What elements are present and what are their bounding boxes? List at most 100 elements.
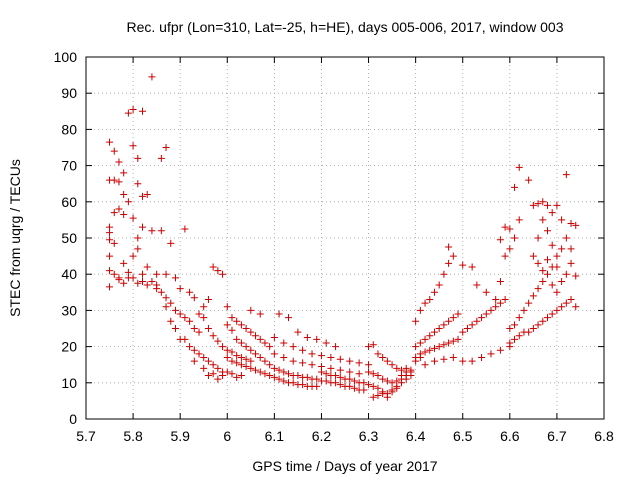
data-point (110, 209, 118, 217)
data-point (204, 357, 212, 365)
data-point (266, 372, 274, 380)
data-point (506, 339, 514, 347)
data-point (369, 341, 377, 349)
data-point (393, 364, 401, 372)
data-point (440, 341, 448, 349)
data-point (350, 377, 358, 385)
x-tick-label: 6.2 (312, 428, 332, 444)
data-point (496, 346, 504, 354)
data-point (190, 294, 198, 302)
data-point (124, 198, 132, 206)
x-tick-label: 6.1 (265, 428, 285, 444)
data-point (416, 306, 424, 314)
data-point (402, 364, 410, 372)
data-point (129, 142, 137, 150)
data-point (242, 343, 250, 351)
data-point (247, 364, 255, 372)
data-point (567, 245, 575, 253)
data-point (388, 361, 396, 369)
data-point (511, 321, 519, 329)
data-point (346, 375, 354, 383)
data-point (190, 346, 198, 354)
data-point (482, 288, 490, 296)
data-point (421, 335, 429, 343)
data-point (534, 234, 542, 242)
data-point (558, 216, 566, 224)
data-point (110, 239, 118, 247)
data-point (567, 259, 575, 267)
data-point (440, 321, 448, 329)
data-point (369, 382, 377, 390)
x-axis-label: GPS time / Days of year 2017 (252, 458, 437, 474)
data-point (233, 317, 241, 325)
data-point (393, 377, 401, 385)
data-point (270, 350, 278, 358)
data-point (106, 283, 114, 291)
data-point (572, 272, 580, 280)
data-point (214, 267, 222, 275)
data-point (167, 299, 175, 307)
data-point (219, 270, 227, 278)
data-point (209, 263, 217, 271)
data-point (237, 353, 245, 361)
data-point (543, 227, 551, 235)
data-point (534, 200, 542, 208)
data-point (284, 314, 292, 322)
data-point (558, 277, 566, 285)
data-point (426, 332, 434, 340)
data-point (515, 332, 523, 340)
data-point (294, 372, 302, 380)
data-point (374, 391, 382, 399)
data-point (214, 375, 222, 383)
data-point (548, 281, 556, 289)
data-point (520, 306, 528, 314)
data-point (120, 259, 128, 267)
data-point (219, 372, 227, 380)
data-point (548, 241, 556, 249)
data-point (252, 332, 260, 340)
data-point (562, 270, 570, 278)
data-point (139, 277, 147, 285)
y-tick-label: 20 (61, 339, 77, 355)
data-point (360, 379, 368, 387)
data-point (478, 353, 486, 361)
grid-lines (86, 57, 604, 419)
data-point (548, 209, 556, 217)
data-point (407, 366, 415, 374)
data-point (181, 314, 189, 322)
data-point (129, 252, 137, 260)
data-point (233, 373, 241, 381)
data-point (256, 310, 264, 318)
data-point (421, 361, 429, 369)
data-point (247, 357, 255, 365)
data-point (426, 296, 434, 304)
data-point (492, 303, 500, 311)
data-point (454, 310, 462, 318)
data-point (534, 285, 542, 293)
data-point (445, 243, 453, 251)
y-tick-label: 60 (61, 194, 77, 210)
x-tick-label: 5.7 (76, 428, 96, 444)
data-point (129, 214, 137, 222)
data-point (430, 344, 438, 352)
data-point (143, 191, 151, 199)
data-point (204, 372, 212, 380)
data-point (421, 299, 429, 307)
data-point (501, 223, 509, 231)
data-point (110, 176, 118, 184)
data-point (209, 332, 217, 340)
data-point (106, 252, 114, 260)
data-point (186, 288, 194, 296)
data-point (332, 372, 340, 380)
data-point (162, 294, 170, 302)
data-point (529, 252, 537, 260)
data-point (148, 73, 156, 81)
data-point (365, 343, 373, 351)
data-point (195, 350, 203, 358)
data-point (270, 373, 278, 381)
data-point (261, 357, 269, 365)
data-point (383, 357, 391, 365)
data-point (374, 372, 382, 380)
data-point (242, 355, 250, 363)
data-point (365, 381, 373, 389)
